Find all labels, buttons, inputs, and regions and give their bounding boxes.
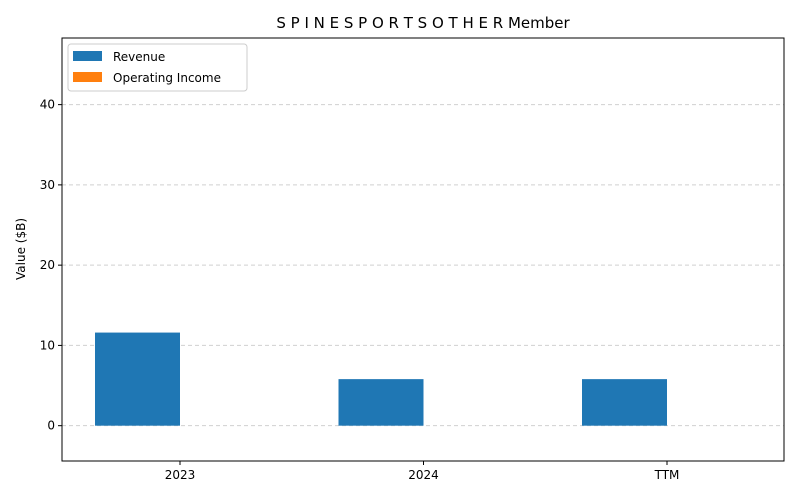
bar-revenue-2024 — [338, 379, 424, 426]
x-tick-label: TTM — [654, 468, 680, 482]
bar-revenue-2023 — [95, 332, 180, 426]
y-tick-label: 30 — [40, 178, 55, 192]
legend-label: Operating Income — [113, 71, 221, 85]
x-tick-label: 2023 — [165, 468, 196, 482]
chart-title: S P I N E S P O R T S O T H E R Member — [276, 14, 570, 32]
x-tick-label: 2024 — [408, 468, 439, 482]
legend: Revenue Operating Income — [67, 43, 248, 92]
legend-label: Revenue — [113, 50, 165, 64]
x-axis: 2023 2024 TTM — [165, 461, 680, 482]
plot-frame — [61, 37, 785, 462]
y-tick-label: 40 — [40, 98, 55, 112]
y-tick-label: 20 — [40, 258, 55, 272]
legend-swatch-operating-income — [73, 72, 102, 82]
y-axis: 0 10 20 30 40 — [40, 98, 62, 433]
legend-swatch-revenue — [73, 51, 102, 61]
bars — [95, 332, 667, 426]
legend-box — [67, 43, 248, 92]
y-tick-label: 0 — [47, 419, 55, 433]
bar-revenue-ttm — [582, 379, 667, 426]
y-tick-label: 10 — [40, 338, 55, 352]
y-axis-label: Value ($B) — [14, 218, 28, 280]
